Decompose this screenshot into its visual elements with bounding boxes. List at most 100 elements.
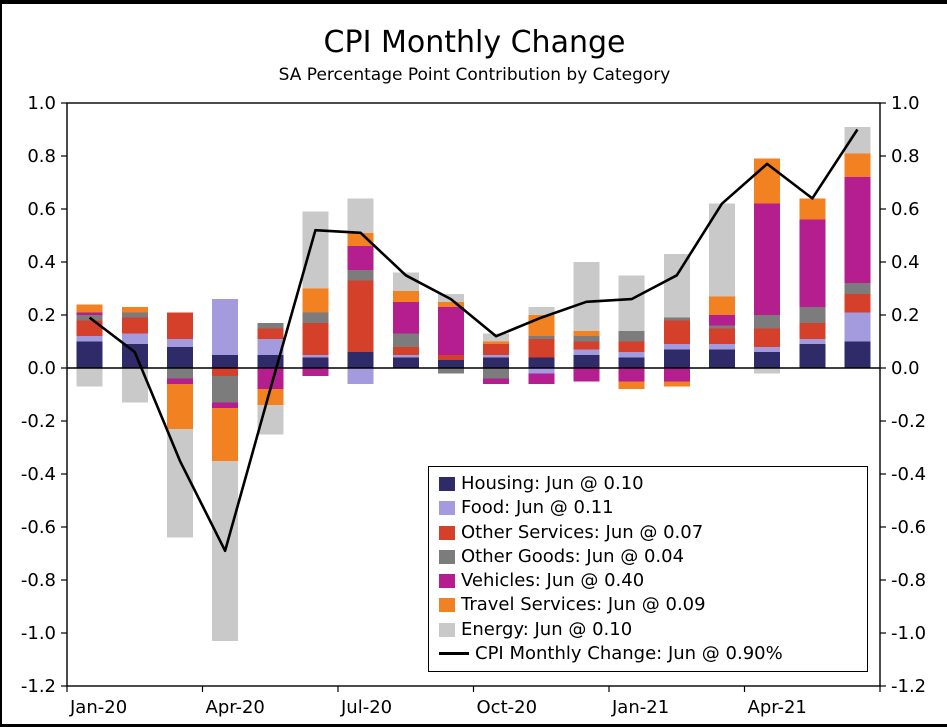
cpi-monthly-change-line [88, 128, 859, 553]
y-axis-label-right: -0.2 [891, 411, 926, 432]
bar-segment-housing [212, 354, 239, 368]
legend-item: Travel Services: Jun @ 0.09 [439, 594, 857, 616]
bar-segment-housing [573, 354, 600, 368]
bar-segment-vehicles [347, 246, 374, 270]
bar-segment-other-goods [618, 330, 645, 342]
bar-segment-food [844, 312, 871, 342]
bar-segment-travel-services [212, 407, 239, 461]
bar-segment-other-services [528, 338, 555, 358]
bar-segment-vehicles [573, 368, 600, 382]
bar-segment-other-services [392, 346, 419, 355]
bar-segment-energy [302, 211, 329, 289]
bar-segment-travel-services [708, 296, 735, 315]
legend-label: Other Goods: Jun @ 0.04 [461, 545, 685, 567]
bar-segment-travel-services [121, 307, 148, 313]
bar-segment-vehicles [257, 368, 284, 390]
legend-color-swatch [439, 525, 455, 540]
bar-segment-energy [663, 254, 690, 318]
bar-segment-energy [618, 275, 645, 331]
bar-segment-travel-services [437, 301, 464, 308]
bars-layer [76, 126, 871, 641]
legend-color-swatch [439, 501, 455, 516]
legend-color-swatch [439, 622, 455, 637]
legend-color-swatch [439, 574, 455, 589]
y-axis-label-left: -1.2 [21, 676, 56, 697]
y-axis-label-left: 0.0 [27, 358, 56, 379]
bar-segment-other-goods [844, 283, 871, 294]
bar-segment-travel-services [302, 288, 329, 313]
bar-segment-other-services [663, 320, 690, 345]
bar-segment-vehicles [618, 368, 645, 382]
legend-item: Vehicles: Jun @ 0.40 [439, 570, 857, 592]
bar-segment-other-services [573, 341, 600, 350]
bar-segment-other-goods [347, 269, 374, 281]
y-axis-label-left: -0.2 [21, 411, 56, 432]
bar-segment-other-goods [392, 333, 419, 347]
bar-segment-housing [392, 357, 419, 368]
bar-segment-food [166, 338, 193, 347]
legend-label: Other Services: Jun @ 0.07 [461, 521, 704, 543]
chart-title: CPI Monthly Change [323, 25, 626, 60]
bar-segment-travel-services [799, 198, 826, 220]
y-axis-label-left: -1.0 [21, 623, 56, 644]
legend-item: Housing: Jun @ 0.10 [439, 473, 857, 495]
y-axis-label-left: -0.6 [21, 517, 56, 538]
bar-segment-food [799, 338, 826, 345]
bar-segment-energy [166, 428, 193, 538]
legend-label: Food: Jun @ 0.11 [461, 497, 614, 519]
bar-segment-food [392, 354, 419, 358]
bar-segment-food [618, 352, 645, 358]
bar-segment-energy [76, 368, 103, 387]
y-axis-label-left: -0.8 [21, 570, 56, 591]
bar-segment-energy [483, 333, 510, 342]
bar-segment-other-services [437, 354, 464, 361]
bar-segment-housing [76, 341, 103, 368]
bar-segment-food [121, 333, 148, 345]
y-axis-label-right: -1.2 [891, 676, 926, 697]
bar-segment-other-goods [166, 368, 193, 379]
legend-label: CPI Monthly Change: Jun @ 0.90% [475, 642, 783, 664]
x-axis-label: Jan-21 [611, 697, 669, 718]
legend-item: Food: Jun @ 0.11 [439, 497, 857, 519]
bar-segment-other-goods [121, 312, 148, 318]
bar-segment-other-services [754, 328, 781, 347]
bar-segment-other-services [844, 293, 871, 313]
y-axis-label-right: -0.6 [891, 517, 926, 538]
bar-segment-other-goods [437, 368, 464, 374]
bar-segment-vehicles [166, 378, 193, 384]
bar-segment-energy [754, 368, 781, 374]
bar-segment-other-services [799, 322, 826, 339]
bar-segment-vehicles [844, 177, 871, 284]
y-axis-label-left: 1.0 [27, 93, 56, 114]
legend-label: Travel Services: Jun @ 0.09 [461, 594, 706, 616]
bar-segment-vehicles [437, 307, 464, 355]
bar-segment-food [754, 346, 781, 353]
bar-segment-housing [799, 344, 826, 368]
chart-subtitle: SA Percentage Point Contribution by Cate… [278, 65, 671, 85]
bar-segment-housing [302, 357, 329, 368]
y-axis-label-left: 0.4 [27, 252, 56, 273]
y-axis-label-left: 0.2 [27, 305, 56, 326]
bar-segment-vehicles [708, 315, 735, 326]
bar-segment-food [528, 368, 555, 374]
legend-item: CPI Monthly Change: Jun @ 0.90% [439, 643, 857, 665]
bar-segment-other-services [166, 312, 193, 339]
bar-segment-other-goods [708, 325, 735, 329]
legend-label: Vehicles: Jun @ 0.40 [461, 570, 645, 592]
bar-segment-travel-services [166, 383, 193, 429]
bar-segment-housing [844, 341, 871, 368]
legend-label: Housing: Jun @ 0.10 [461, 473, 644, 494]
bar-segment-housing [483, 357, 510, 368]
bar-segment-vehicles [663, 368, 690, 382]
bar-segment-food [347, 368, 374, 384]
bar-segment-travel-services [76, 304, 103, 313]
bar-segment-vehicles [76, 312, 103, 315]
bar-segment-vehicles [392, 301, 419, 334]
bar-segment-other-goods [212, 375, 239, 403]
bar-segment-travel-services [347, 232, 374, 247]
bar-segment-other-services [347, 280, 374, 353]
bar-segment-food [663, 344, 690, 350]
y-axis-label-right: -0.8 [891, 570, 926, 591]
legend-item: Other Goods: Jun @ 0.04 [439, 546, 857, 568]
y-axis-label-right: 0.2 [891, 305, 920, 326]
